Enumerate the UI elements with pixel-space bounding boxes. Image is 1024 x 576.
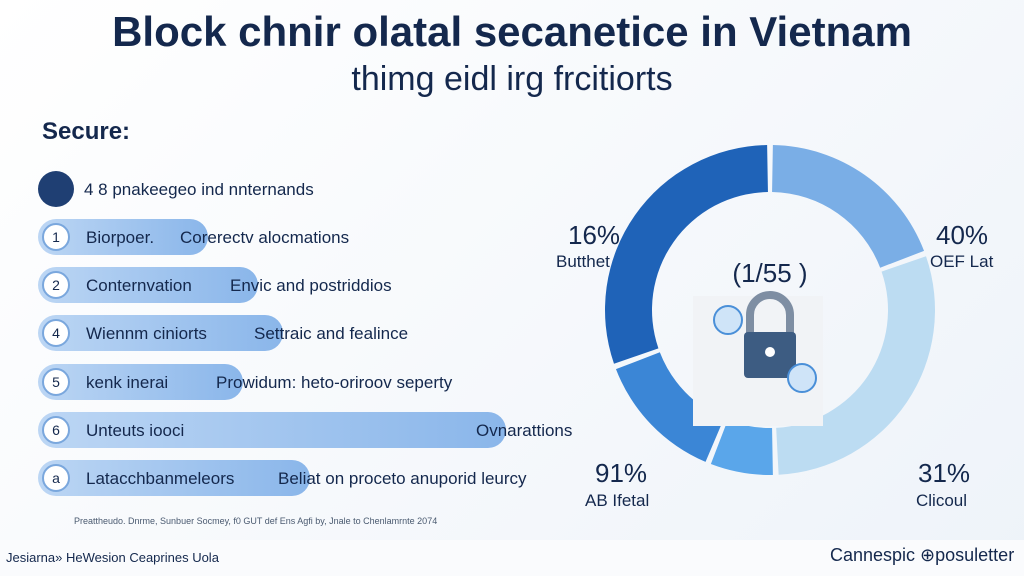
caption: Butthet — [556, 252, 610, 271]
row-description: Corerectv alocmations — [180, 228, 350, 247]
row-label: Latacchbanmeleors — [86, 469, 235, 488]
row-bar — [38, 364, 243, 400]
subtitle: thimg eidl irg frcitiorts — [351, 60, 673, 98]
badge: 2 — [42, 271, 70, 299]
row-label: kenk inerai — [86, 373, 169, 392]
row-description: Envic and postriddios — [230, 276, 392, 295]
badge: 5 — [42, 368, 70, 396]
row-label: Wiennm ciniorts — [86, 324, 207, 343]
footer-bar — [0, 540, 1024, 576]
donut-segment — [615, 352, 724, 462]
donut-segment — [605, 145, 768, 364]
icon — [787, 363, 817, 393]
center-label: (1/55 ) — [732, 258, 807, 288]
row-bar — [38, 412, 506, 448]
row-bar — [38, 267, 258, 303]
icon — [713, 305, 743, 335]
keyhole — [765, 347, 775, 357]
footer-right: Cannespic ⊕posuletter — [830, 545, 1015, 565]
row-text: 4 8 pnakeegeo ind nnternands — [84, 180, 314, 199]
row-bar — [38, 315, 283, 351]
row-description: Prowidum: heto-oriroov seperty — [216, 373, 453, 392]
row-label: Conternvation — [86, 276, 192, 295]
row-description: Beliat on proceto anuporid leurcy — [278, 469, 527, 488]
caption: OEF Lat — [930, 252, 994, 271]
percent: 91% — [595, 458, 648, 488]
badge: 4 — [42, 319, 70, 347]
donut-segment — [710, 420, 773, 475]
footer-left: Jesiarna» HeWesion Ceaprines Uola — [6, 550, 219, 565]
donut-segment — [772, 145, 925, 268]
section-heading: Secure: — [42, 118, 131, 145]
caption: AB Ifetal — [585, 491, 650, 510]
donut-chart: (1/55 ) — [605, 145, 935, 475]
title: Block chnir olatal secanetice in Vietnam — [112, 8, 912, 55]
percent: 31% — [918, 458, 971, 488]
caption: Clicoul — [916, 491, 968, 510]
lock-shackle — [746, 291, 794, 335]
row-label: Unteuts iooci — [86, 421, 185, 440]
row-description: Ovnarattions — [476, 421, 573, 440]
percent: 16% — [568, 220, 621, 250]
row-label: Biorpoer. — [86, 228, 155, 247]
dot — [38, 171, 74, 207]
percent: 40% — [936, 220, 989, 250]
badge: 6 — [42, 416, 70, 444]
row-description: Settraic and fealince — [254, 324, 409, 343]
badge: 1 — [42, 223, 70, 251]
row-bar — [38, 460, 310, 496]
footnote: Preattheudo. Dnrme, Sunbuer Socmey, f0 G… — [74, 516, 438, 526]
badge: a — [42, 464, 70, 492]
